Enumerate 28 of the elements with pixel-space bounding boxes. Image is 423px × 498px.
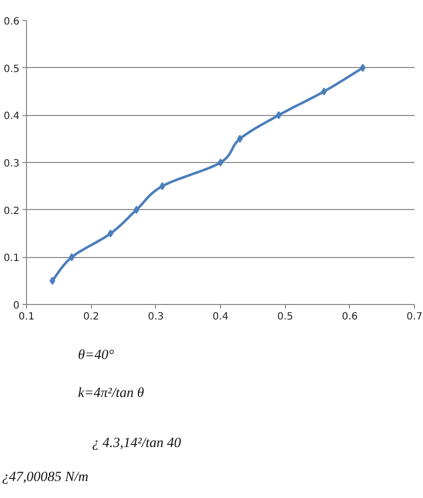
point <box>276 111 282 120</box>
point <box>321 88 327 96</box>
y-tick-label: 0.1 <box>4 253 20 264</box>
y-tick-label: 0.5 <box>4 64 20 75</box>
y-tick-label: 0.2 <box>4 206 20 217</box>
text: ¿ 4.3,14²/tan 40 <box>92 435 181 453</box>
point <box>108 230 114 238</box>
x-tick-label: 0.7 <box>406 312 422 322</box>
x-tick-label: 0.1 <box>18 312 34 322</box>
x-tick-label: 0.3 <box>148 312 164 322</box>
x-tick-label: 0.6 <box>342 312 358 322</box>
point <box>237 134 243 143</box>
y-tick-label: 0 <box>13 300 20 312</box>
point <box>360 64 366 72</box>
point <box>159 182 166 190</box>
y-tick-label: 0.4 <box>4 111 20 122</box>
point <box>68 253 75 262</box>
point <box>134 206 140 214</box>
text: k=4π²/tan θ <box>78 385 144 403</box>
point <box>50 276 56 285</box>
text: θ=40° <box>78 347 114 365</box>
x-tick-label: 0.2 <box>83 312 100 322</box>
x-tick-label: 0.5 <box>277 312 294 322</box>
text: ¿47,00085 N/m <box>2 469 88 487</box>
y-tick-label: 0.6 <box>4 16 20 28</box>
y-tick-label: 0.3 <box>4 158 20 170</box>
x-tick-label: 0.4 <box>212 312 228 322</box>
point <box>218 158 224 166</box>
